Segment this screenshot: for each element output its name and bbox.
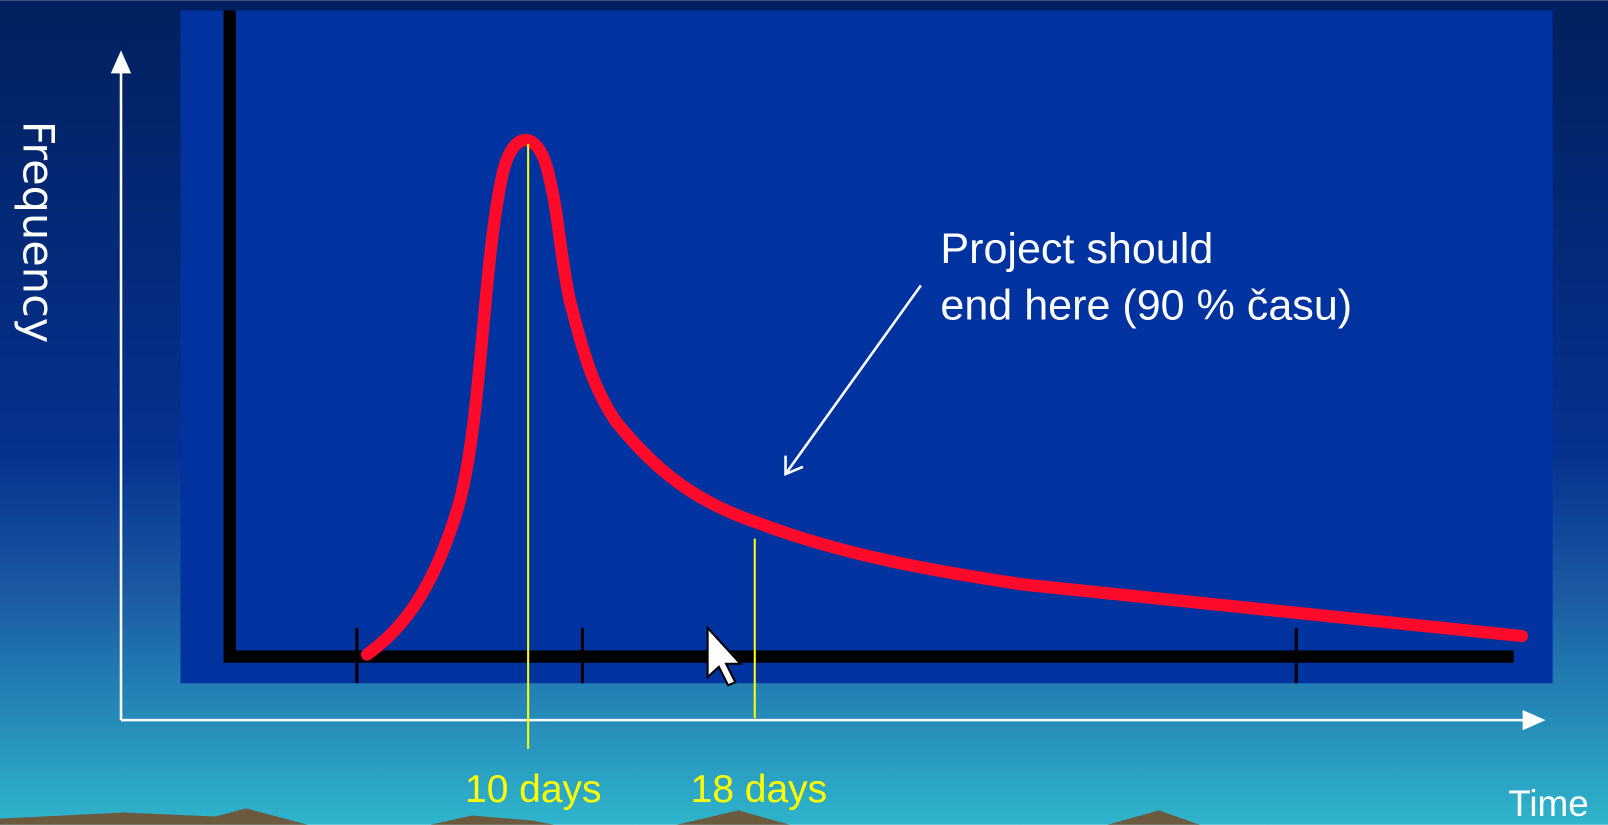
- plot-panel: [180, 10, 1553, 684]
- marker-label: 10 days: [465, 768, 601, 811]
- y-axis-label: Frequency: [12, 121, 62, 343]
- annotation-line: Project should: [940, 225, 1213, 273]
- marker-lines: [527, 143, 756, 749]
- white-axes: [110, 50, 1546, 731]
- marker-label: 18 days: [691, 768, 827, 811]
- ticks: [355, 627, 1298, 684]
- mountains: [0, 808, 1200, 825]
- annotation-arrow: [784, 284, 922, 476]
- mouse-cursor: [706, 625, 743, 687]
- x-axis-label: Time: [1508, 783, 1589, 824]
- annotation-line: end here (90 % času): [940, 281, 1352, 329]
- black-axes: [223, 10, 1514, 663]
- frequency-curve: [360, 134, 1529, 661]
